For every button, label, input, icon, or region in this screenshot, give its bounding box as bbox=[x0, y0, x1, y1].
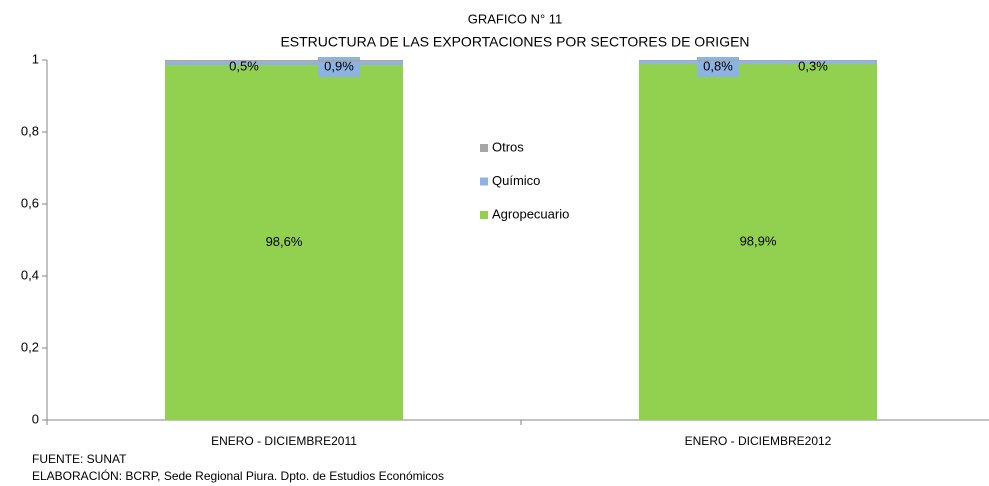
y-tick-label: 0,6 bbox=[21, 195, 39, 210]
bar-segment bbox=[639, 61, 877, 64]
data-label: 0,9% bbox=[324, 58, 354, 73]
bar-segment bbox=[165, 60, 403, 62]
x-tick-label: ENERO - DICIEMBRE2011 bbox=[211, 434, 357, 448]
elaboration-note: ELABORACIÓN: BCRP, Sede Regional Piura. … bbox=[32, 468, 444, 483]
data-label-box bbox=[697, 57, 739, 77]
bar-segment bbox=[165, 65, 403, 420]
chart-subtitle: ESTRUCTURA DE LAS EXPORTACIONES POR SECT… bbox=[280, 34, 749, 50]
legend-swatch bbox=[480, 177, 488, 186]
y-tick-label: 0,2 bbox=[21, 339, 39, 354]
legend-label: Otros bbox=[492, 139, 524, 154]
legend-swatch bbox=[480, 211, 488, 219]
bar-segment bbox=[639, 63, 877, 421]
bar-segment bbox=[639, 60, 877, 62]
data-label: 98,6% bbox=[266, 234, 303, 249]
bar-segment bbox=[165, 61, 403, 66]
y-tick-label: 0,4 bbox=[21, 267, 39, 282]
legend-label: Agropecuario bbox=[492, 206, 569, 221]
data-label: 0,3% bbox=[798, 58, 828, 73]
x-tick-label: ENERO - DICIEMBRE2012 bbox=[685, 434, 832, 448]
legend-label: Químico bbox=[492, 173, 540, 188]
data-label: 0,8% bbox=[703, 58, 733, 73]
legend-swatch bbox=[480, 144, 488, 152]
data-label: 98,9% bbox=[740, 233, 777, 248]
chart-title: GRAFICO N° 11 bbox=[468, 11, 563, 26]
y-tick-label: 0 bbox=[32, 411, 39, 426]
data-label-box bbox=[318, 57, 360, 77]
source-note: FUENTE: SUNAT bbox=[32, 452, 127, 466]
data-label: 0,5% bbox=[229, 58, 259, 73]
y-tick-label: 1 bbox=[32, 51, 39, 66]
y-tick-label: 0,8 bbox=[21, 123, 39, 138]
